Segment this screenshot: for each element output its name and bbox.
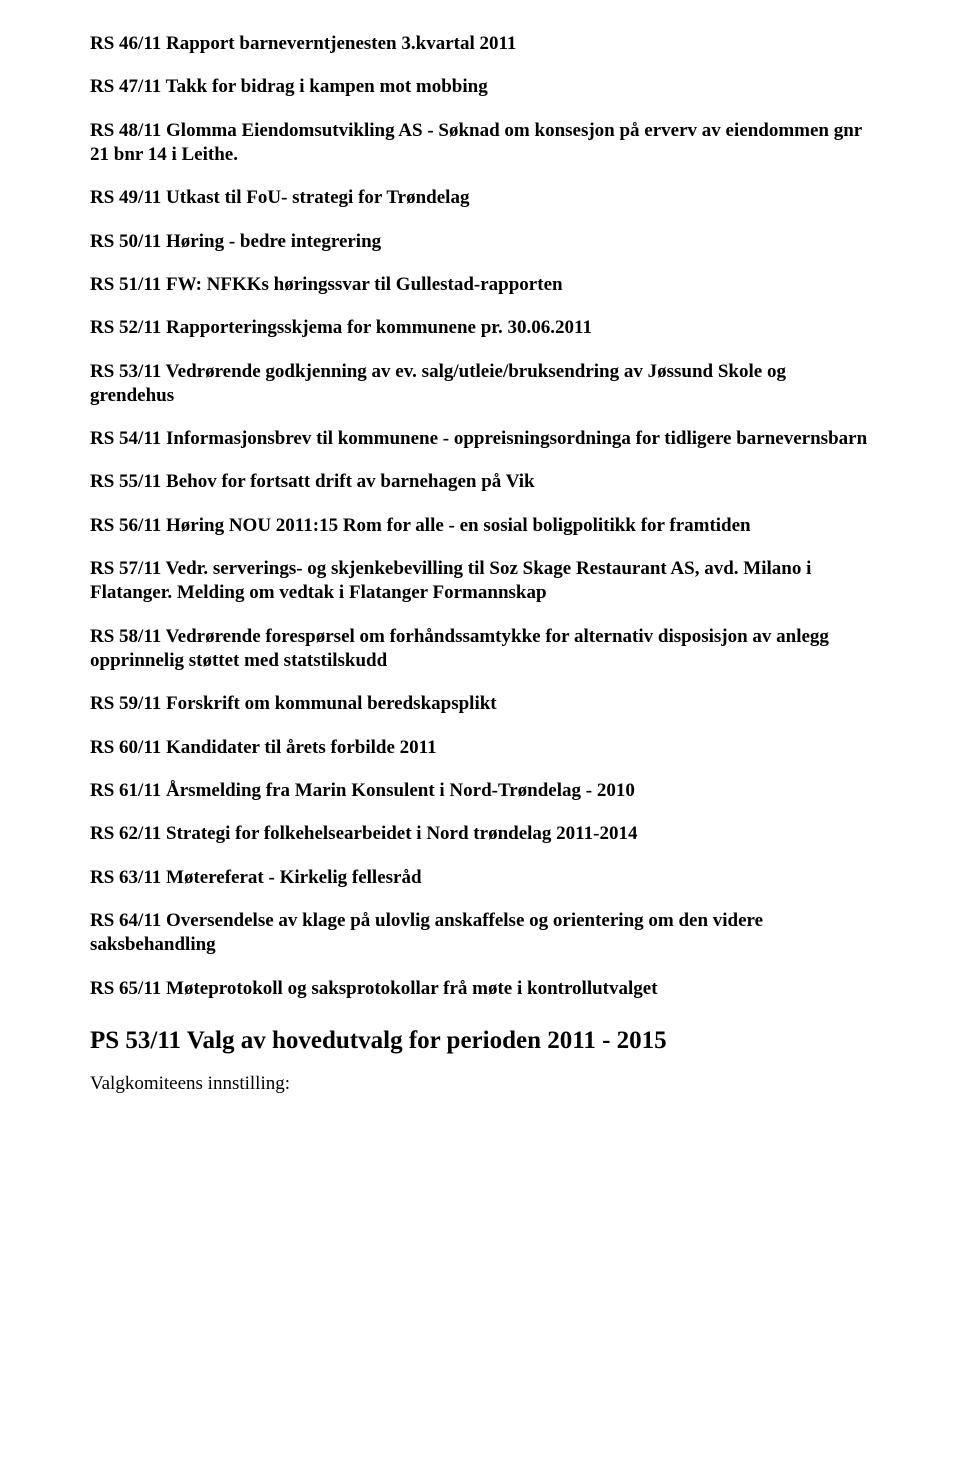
list-item: RS 52/11 Rapporteringsskjema for kommune… [90,316,870,340]
list-item: RS 62/11 Strategi for folkehelsearbeidet… [90,822,870,846]
list-item: RS 48/11 Glomma Eiendomsutvikling AS - S… [90,119,870,168]
list-item: RS 61/11 Årsmelding fra Marin Konsulent … [90,779,870,803]
list-item: RS 46/11 Rapport barneverntjenesten 3.kv… [90,32,870,56]
section-heading: PS 53/11 Valg av hovedutvalg for periode… [90,1025,870,1056]
list-item: RS 60/11 Kandidater til årets forbilde 2… [90,736,870,760]
list-item: RS 53/11 Vedrørende godkjenning av ev. s… [90,360,870,409]
list-item: RS 54/11 Informasjonsbrev til kommunene … [90,427,870,451]
list-item: RS 63/11 Møtereferat - Kirkelig fellesrå… [90,866,870,890]
list-item: RS 56/11 Høring NOU 2011:15 Rom for alle… [90,514,870,538]
document-page: RS 46/11 Rapport barneverntjenesten 3.kv… [0,0,960,1484]
list-item: RS 50/11 Høring - bedre integrering [90,230,870,254]
list-item: RS 55/11 Behov for fortsatt drift av bar… [90,470,870,494]
list-item: RS 65/11 Møteprotokoll og saksprotokolla… [90,977,870,1001]
list-item: RS 51/11 FW: NFKKs høringssvar til Gulle… [90,273,870,297]
list-item: RS 64/11 Oversendelse av klage på ulovli… [90,909,870,958]
list-item: RS 59/11 Forskrift om kommunal beredskap… [90,692,870,716]
section-subline: Valgkomiteens innstilling: [90,1072,870,1097]
list-item: RS 47/11 Takk for bidrag i kampen mot mo… [90,75,870,99]
list-item: RS 49/11 Utkast til FoU- strategi for Tr… [90,186,870,210]
list-item: RS 58/11 Vedrørende forespørsel om forhå… [90,625,870,674]
list-item: RS 57/11 Vedr. serverings- og skjenkebev… [90,557,870,606]
